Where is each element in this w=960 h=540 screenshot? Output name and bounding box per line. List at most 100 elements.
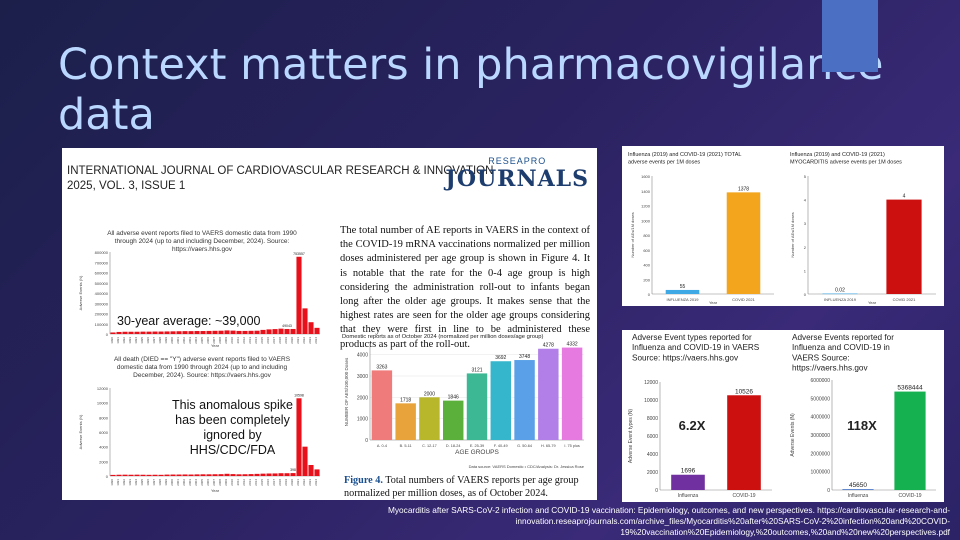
x-tick-label: 2008 (218, 337, 222, 344)
y-tick-label: 500000 (95, 281, 109, 286)
x-tick-label: 2019 (284, 337, 288, 344)
bar (200, 474, 206, 476)
x-axis-label: AGE GROUPS (455, 449, 499, 456)
bar (170, 331, 176, 334)
bar (894, 391, 926, 490)
x-tick-label: 2010 (230, 479, 234, 486)
bar (128, 331, 134, 334)
bar (302, 308, 308, 334)
journal-brand-logo: RESEAPRO JOURNALS (445, 156, 589, 192)
y-tick-label: 4000000 (811, 415, 831, 421)
bar (110, 474, 116, 476)
y-axis-label: Adverse Event types (N) (628, 409, 634, 464)
bar (822, 293, 858, 295)
y-tick-label: 2000 (357, 395, 368, 401)
x-tick-label: 1990 (110, 479, 114, 486)
x-tick-label: 1992 (122, 337, 126, 344)
x-tick-label: 1994 (134, 479, 138, 486)
y-axis-label: Number of AEs/1M doses (630, 212, 635, 257)
y-tick-label: 400 (643, 263, 650, 268)
x-axis-label: Year (211, 343, 220, 348)
bar (272, 329, 278, 334)
x-tick-label: 2017 (272, 337, 276, 344)
brand-small-text: RESEAPRO (488, 156, 547, 166)
journal-excerpt-panel: INTERNATIONAL JOURNAL OF CARDIOVASCULAR … (62, 148, 597, 500)
x-tick-label: 1993 (128, 337, 132, 344)
figure-caption-text: Total numbers of VAERS reports per age g… (344, 475, 579, 499)
data-label: 0.02 (835, 288, 845, 294)
vaers-comparison-panel: Adverse Event types reported for Influenz… (622, 330, 944, 502)
bar (116, 474, 122, 476)
x-tick-label: 1995 (140, 479, 144, 486)
ratio-annotation: 6.2X (679, 418, 706, 433)
bar (290, 473, 296, 476)
bar (212, 474, 218, 476)
chart-source: Data source: VAERS Domestic • CDC/Analys… (469, 464, 585, 469)
x-tick-label: 2020 (290, 479, 294, 486)
bar (176, 474, 182, 476)
bar (230, 474, 236, 476)
x-tick-label: 2005 (200, 337, 204, 344)
x-tick-label: 2023 (308, 479, 312, 486)
y-tick-label: 6000000 (811, 378, 831, 384)
x-tick-label: INFLUENZA 2019 (824, 297, 857, 302)
bar (308, 465, 314, 476)
y-tick-label: 4000 (99, 445, 109, 450)
y-tick-label: 3000000 (811, 433, 831, 439)
bar (314, 469, 320, 476)
x-tick-label: 2013 (248, 479, 252, 486)
y-tick-label: 1000000 (811, 470, 831, 476)
y-tick-label: 4000 (357, 353, 368, 359)
x-tick-label: 2000 (170, 479, 174, 486)
bar (278, 473, 284, 476)
x-tick-label: I. 75 plus (564, 444, 580, 448)
bar (308, 322, 314, 334)
x-tick-label: 1991 (116, 479, 120, 486)
y-tick-label: 600 (643, 248, 650, 253)
x-tick-label: 2024 (314, 337, 318, 344)
bar (886, 199, 922, 294)
x-tick-label: 2009 (224, 337, 228, 344)
x-tick-label: 2003 (188, 337, 192, 344)
bar (140, 331, 146, 334)
data-label: 1718 (400, 397, 411, 403)
x-tick-label: 2006 (206, 479, 210, 486)
y-tick-label: 0 (365, 438, 368, 444)
x-tick-label: 2024 (314, 479, 318, 486)
x-tick-label: 2005 (200, 479, 204, 486)
x-axis-label: Year (868, 300, 877, 305)
x-tick-label: 1994 (134, 337, 138, 344)
bar (164, 331, 170, 334)
x-tick-label: COVID 2021 (893, 297, 916, 302)
x-tick-label: 2013 (248, 337, 252, 344)
x-tick-label: 1996 (146, 337, 150, 344)
x-tick-label: Influenza (678, 493, 699, 499)
bar (290, 328, 296, 334)
bar (122, 474, 128, 476)
x-tick-label: 2022 (302, 337, 306, 344)
bar (146, 331, 152, 334)
bar (224, 473, 230, 476)
bar (284, 473, 290, 476)
bar (514, 360, 535, 440)
source-citation: Myocarditis after SARS-CoV-2 infection a… (388, 505, 950, 537)
chart-title: VAERS Source: (792, 353, 850, 362)
y-tick-label: 8000 (99, 415, 109, 420)
x-tick-label: 2004 (194, 479, 198, 486)
y-tick-label: 6000 (647, 434, 658, 440)
data-label: 4 (903, 194, 906, 200)
bar (116, 331, 122, 334)
bar (122, 331, 128, 334)
data-label: 4332 (567, 342, 578, 348)
accent-rectangle (822, 0, 878, 72)
chart-title: Source: https://vaers.hhs.gov (632, 353, 739, 362)
bar (242, 474, 248, 476)
bar (665, 289, 700, 294)
y-tick-label: 800000 (95, 250, 109, 255)
slide-title: Context matters in pharmacovigilance dat… (58, 40, 884, 140)
article-body-text: The total number of AE reports in VAERS … (340, 225, 590, 350)
bar (194, 474, 200, 476)
bar (490, 361, 512, 440)
bar (272, 473, 278, 476)
data-label: 4278 (543, 343, 554, 349)
